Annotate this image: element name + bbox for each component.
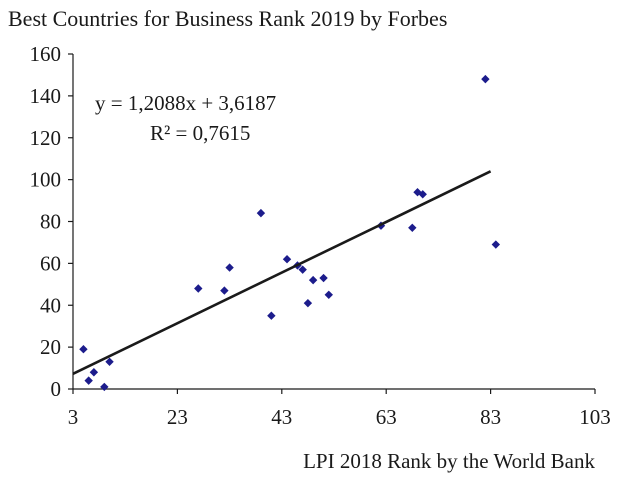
x-tick-label: 3 (68, 405, 79, 429)
trendline (72, 170, 492, 376)
trendline-equation: y = 1,2088x + 3,6187 (95, 91, 276, 115)
r-squared-label: R² = 0,7615 (150, 121, 250, 145)
data-point (79, 345, 88, 354)
data-point (408, 223, 417, 232)
y-tick-label: 160 (30, 42, 62, 66)
data-point (418, 190, 427, 199)
y-tick-label: 140 (30, 84, 62, 108)
data-point (84, 376, 93, 385)
data-point (194, 284, 203, 293)
x-tick-label: 63 (376, 405, 397, 429)
y-tick-label: 80 (40, 210, 61, 234)
trendline-group (72, 170, 492, 376)
data-point (267, 311, 276, 320)
x-tick-label: 103 (579, 405, 611, 429)
y-tick-label: 0 (51, 377, 62, 401)
data-point (324, 290, 333, 299)
axes: 0 20 40 60 80 100 120 140 160 3 23 43 63 83 103 (30, 42, 611, 429)
data-point (256, 208, 266, 218)
y-tick-label: 100 (30, 168, 62, 192)
data-point (413, 187, 422, 197)
data-point (319, 273, 328, 283)
data-point (105, 357, 114, 366)
data-point (89, 368, 99, 377)
x-tick-label: 23 (167, 405, 188, 429)
data-point (303, 298, 313, 308)
data-point (308, 275, 318, 285)
y-tick-label: 40 (40, 293, 61, 317)
chart-title: Best Countries for Business Rank 2019 by… (8, 6, 447, 31)
data-point (220, 286, 229, 295)
data-points (79, 74, 501, 392)
data-point (481, 74, 490, 84)
x-tick-label: 43 (271, 405, 292, 429)
x-tick-label: 83 (480, 405, 501, 429)
data-point (282, 254, 292, 264)
y-tick-label: 120 (30, 126, 62, 150)
data-point (100, 382, 109, 392)
data-point (225, 263, 234, 272)
y-tick-label: 60 (40, 251, 61, 275)
data-point (298, 265, 307, 274)
data-point (491, 240, 501, 249)
x-axis-label: LPI 2018 Rank by the World Bank (303, 449, 595, 473)
y-tick-label: 20 (40, 335, 61, 359)
